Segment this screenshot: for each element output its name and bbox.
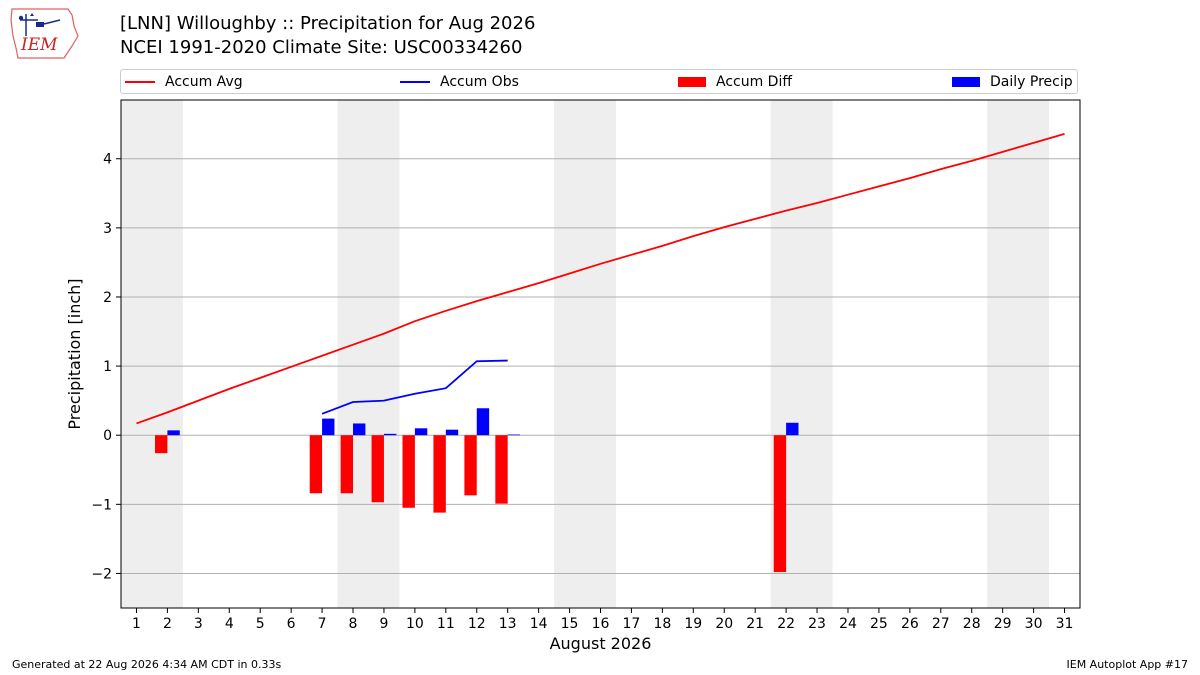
daily-precip-bar bbox=[322, 418, 335, 436]
app-credit: IEM Autoplot App #17 bbox=[1066, 658, 1189, 671]
y-tick-label: 3 bbox=[103, 221, 112, 237]
x-tick-label: 7 bbox=[318, 616, 327, 632]
weekend-band bbox=[121, 100, 183, 608]
daily-precip-bar bbox=[445, 429, 459, 436]
x-tick-label: 26 bbox=[901, 616, 919, 632]
accum-diff-bar bbox=[773, 435, 787, 573]
y-tick-label: −2 bbox=[91, 566, 112, 582]
chart-title: [LNN] Willoughby :: Precipitation for Au… bbox=[120, 13, 536, 34]
y-tick-label: 2 bbox=[103, 290, 112, 306]
legend-label: Accum Obs bbox=[440, 73, 519, 90]
accum-diff-bar bbox=[155, 435, 168, 454]
daily-precip-bar bbox=[414, 428, 428, 436]
legend-label: Accum Avg bbox=[165, 73, 243, 90]
x-tick-label: 18 bbox=[653, 616, 671, 632]
x-tick-label: 21 bbox=[746, 616, 764, 632]
daily-precip-bar bbox=[167, 430, 180, 436]
x-tick-label: 9 bbox=[379, 616, 388, 632]
x-tick-label: 19 bbox=[684, 616, 702, 632]
x-tick-label: 12 bbox=[468, 616, 486, 632]
x-tick-label: 17 bbox=[623, 616, 641, 632]
y-tick-label: 1 bbox=[103, 359, 112, 375]
accum-diff-bar bbox=[371, 435, 384, 503]
weekend-shading bbox=[121, 100, 1050, 608]
x-tick-label: 22 bbox=[777, 616, 795, 632]
x-tick-label: 30 bbox=[1025, 616, 1043, 632]
legend-swatch bbox=[125, 80, 155, 83]
weekend-band bbox=[554, 100, 616, 608]
x-tick-label: 8 bbox=[349, 616, 358, 632]
x-tick-label: 24 bbox=[839, 616, 857, 632]
y-tick-label: −1 bbox=[91, 497, 112, 513]
legend-item-accum-obs: Accum Obs bbox=[400, 70, 519, 93]
accum-diff-bar bbox=[464, 435, 477, 496]
x-tick-label: 27 bbox=[932, 616, 950, 632]
x-tick-label: 11 bbox=[437, 616, 455, 632]
x-tick-label: 10 bbox=[406, 616, 424, 632]
daily-precip-bar bbox=[507, 434, 521, 436]
legend-swatch bbox=[678, 76, 706, 87]
x-tick-label: 20 bbox=[715, 616, 733, 632]
accum-diff-bar bbox=[433, 435, 446, 513]
x-tick-label: 31 bbox=[1056, 616, 1074, 632]
weekend-band bbox=[987, 100, 1050, 608]
x-tick-label: 16 bbox=[592, 616, 610, 632]
lines bbox=[136, 133, 1065, 425]
x-tick-label: 2 bbox=[163, 616, 172, 632]
x-tick-label: 14 bbox=[530, 616, 548, 632]
x-tick-label: 23 bbox=[808, 616, 826, 632]
legend-swatch bbox=[400, 80, 430, 83]
x-tick-label: 28 bbox=[963, 616, 981, 632]
accum-obs-line bbox=[321, 359, 508, 415]
legend-item-accum-diff: Accum Diff bbox=[678, 70, 792, 93]
weather-station-icon bbox=[18, 13, 61, 36]
legend-label: Daily Precip bbox=[990, 73, 1073, 90]
legend-item-daily-precip: Daily Precip bbox=[952, 70, 1073, 93]
x-tick-label: 15 bbox=[561, 616, 579, 632]
x-tick-label: 13 bbox=[499, 616, 517, 632]
legend: Accum Avg Accum Obs Accum Diff Daily Pre… bbox=[120, 69, 1078, 94]
x-tick-label: 5 bbox=[256, 616, 265, 632]
x-tick-label: 3 bbox=[194, 616, 203, 632]
bars bbox=[155, 408, 799, 573]
x-tick-label: 6 bbox=[287, 616, 296, 632]
x-axis-label: August 2026 bbox=[550, 634, 652, 653]
logo-text: IEM bbox=[20, 35, 58, 55]
daily-precip-bar bbox=[476, 408, 490, 436]
chart-subtitle: NCEI 1991-2020 Climate Site: USC00334260 bbox=[120, 37, 523, 58]
legend-swatch bbox=[952, 76, 980, 87]
accum-diff-bar bbox=[402, 435, 415, 508]
accum-diff-bar bbox=[309, 435, 323, 494]
y-tick-label: 0 bbox=[103, 428, 112, 444]
daily-precip-bar bbox=[353, 423, 366, 436]
y-axis-label: Precipitation [inch] bbox=[65, 278, 84, 429]
x-tick-label: 25 bbox=[870, 616, 888, 632]
iem-logo: IEM bbox=[10, 8, 79, 59]
generated-timestamp: Generated at 22 Aug 2026 4:34 AM CDT in … bbox=[12, 658, 282, 671]
accum-avg-line bbox=[136, 133, 1065, 425]
legend-label: Accum Diff bbox=[716, 73, 793, 90]
weekend-band bbox=[337, 100, 400, 608]
y-tick-label: 4 bbox=[103, 152, 112, 168]
gridlines bbox=[121, 158, 1080, 574]
accum-diff-bar bbox=[340, 435, 354, 494]
daily-precip-bar bbox=[383, 433, 397, 436]
weekend-band bbox=[770, 100, 833, 608]
legend-item-accum-avg: Accum Avg bbox=[125, 70, 243, 93]
x-tick-label: 1 bbox=[132, 616, 141, 632]
daily-precip-bar bbox=[786, 422, 799, 436]
x-tick-label: 29 bbox=[994, 616, 1012, 632]
x-tick-label: 4 bbox=[225, 616, 234, 632]
accum-diff-bar bbox=[495, 435, 508, 504]
plot-frame bbox=[120, 99, 1081, 609]
